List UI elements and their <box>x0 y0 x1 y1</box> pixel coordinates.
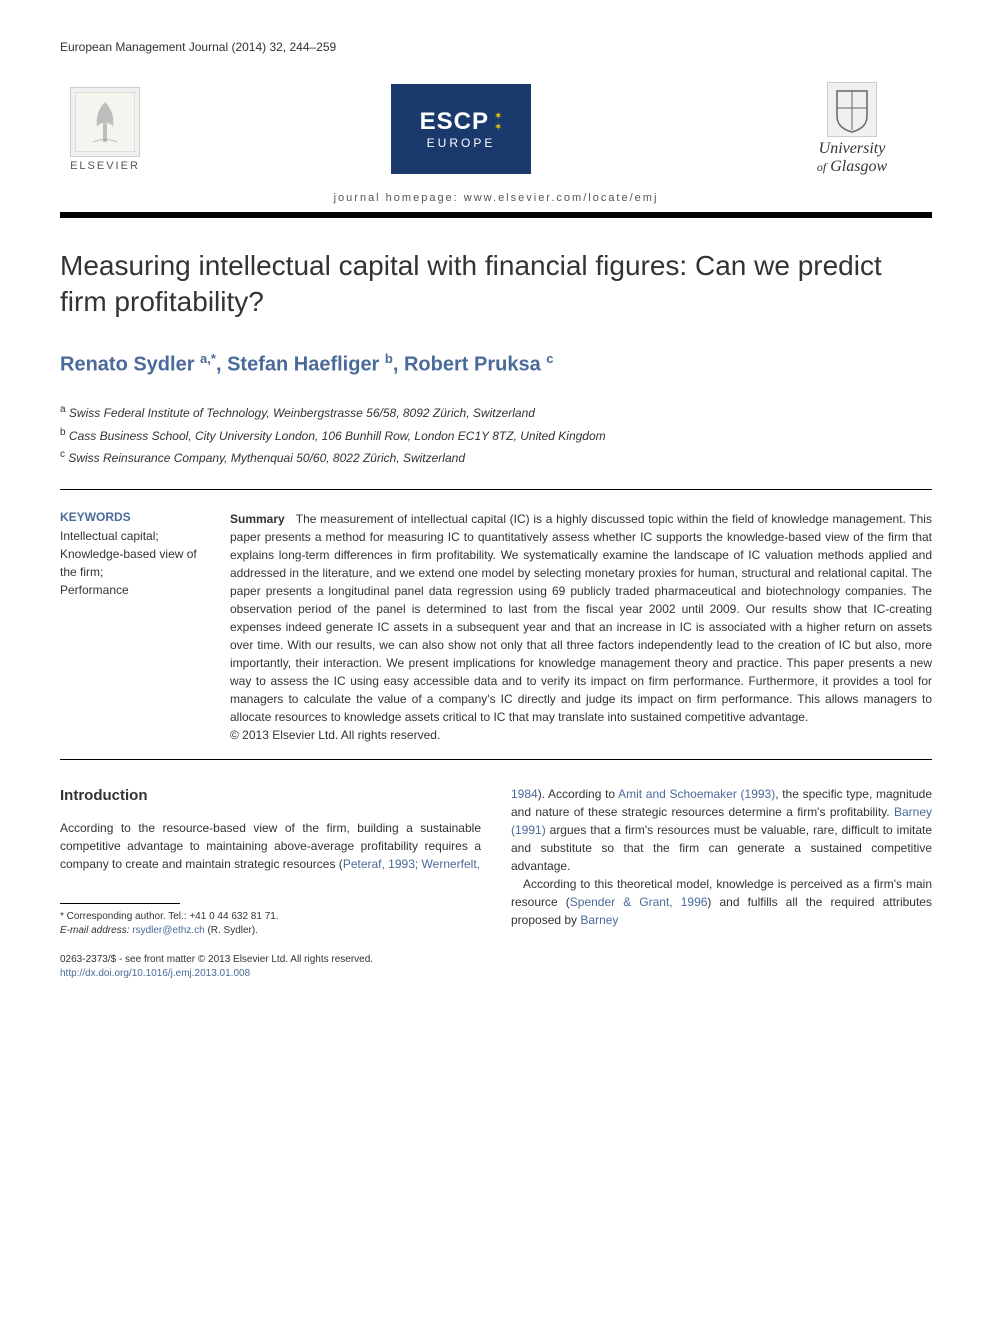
escp-main-text: ESCP <box>420 108 489 136</box>
footer-info: 0263-2373/$ - see front matter © 2013 El… <box>60 953 932 981</box>
escp-stars-icon: ✶✶ <box>494 111 502 133</box>
summary-label: Summary <box>230 512 285 526</box>
author-1: Renato Sydler <box>60 353 194 375</box>
citation-barney[interactable]: Barney <box>580 913 618 927</box>
authors-line: Renato Sydler a,*, Stefan Haefliger b, R… <box>60 351 932 377</box>
intro-para-right-1: 1984). According to Amit and Schoemaker … <box>511 785 932 875</box>
journal-citation: European Management Journal (2014) 32, 2… <box>60 40 932 54</box>
author-1-sup: a,* <box>200 351 216 366</box>
elsevier-tree-icon <box>70 87 140 157</box>
footnote-divider <box>60 903 180 904</box>
affiliation-a: a Swiss Federal Institute of Technology,… <box>60 401 932 423</box>
keywords-list: Intellectual capital; Knowledge-based vi… <box>60 527 200 599</box>
journal-homepage: journal homepage: www.elsevier.com/locat… <box>60 192 932 204</box>
intro-para-right-2: According to this theoretical model, kno… <box>511 875 932 929</box>
doi-link[interactable]: http://dx.doi.org/10.1016/j.emj.2013.01.… <box>60 968 250 979</box>
logos-row: ELSEVIER ESCP ✶✶ EUROPE University of Gl… <box>60 69 932 184</box>
glasgow-crest-icon <box>827 82 877 137</box>
summary-copyright: © 2013 Elsevier Ltd. All rights reserved… <box>230 728 440 742</box>
left-column: Introduction According to the resource-b… <box>60 785 481 939</box>
summary-text: The measurement of intellectual capital … <box>230 512 932 724</box>
affiliations-block: a Swiss Federal Institute of Technology,… <box>60 401 932 468</box>
summary-column: Summary The measurement of intellectual … <box>230 510 932 744</box>
abstract-section: KEYWORDS Intellectual capital; Knowledge… <box>60 510 932 744</box>
citation-amit-schoemaker[interactable]: Amit and Schoemaker (1993) <box>618 787 775 801</box>
citation-peteraf[interactable]: Peteraf, 1993; Wernerfelt, <box>343 857 480 871</box>
citation-spender-grant[interactable]: Spender & Grant, 1996 <box>570 895 708 909</box>
author-2: Stefan Haefliger <box>227 353 379 375</box>
introduction-heading: Introduction <box>60 785 481 808</box>
intro-para-left: According to the resource-based view of … <box>60 819 481 873</box>
affiliation-b: b Cass Business School, City University … <box>60 424 932 446</box>
escp-logo: ESCP ✶✶ EUROPE <box>391 84 531 174</box>
elsevier-text: ELSEVIER <box>70 160 140 172</box>
issn-line: 0263-2373/$ - see front matter © 2013 El… <box>60 953 932 967</box>
author-3-sup: c <box>546 351 553 366</box>
header-divider <box>60 212 932 218</box>
right-column: 1984). According to Amit and Schoemaker … <box>511 785 932 939</box>
email-link[interactable]: rsydler@ethz.ch <box>132 925 204 936</box>
affiliation-c: c Swiss Reinsurance Company, Mythenquai … <box>60 446 932 468</box>
glasgow-text: University of Glasgow <box>772 140 932 176</box>
author-2-sup: b <box>385 351 393 366</box>
elsevier-logo: ELSEVIER <box>60 79 150 179</box>
affil-divider <box>60 489 932 490</box>
glasgow-logo: University of Glasgow <box>772 82 932 176</box>
escp-sub-text: EUROPE <box>427 136 496 150</box>
keywords-column: KEYWORDS Intellectual capital; Knowledge… <box>60 510 200 744</box>
citation-wernerfelt-1984[interactable]: 1984 <box>511 787 538 801</box>
corresponding-author-footnote: * Corresponding author. Tel.: +41 0 44 6… <box>60 910 481 938</box>
keywords-heading: KEYWORDS <box>60 510 200 524</box>
body-columns: Introduction According to the resource-b… <box>60 785 932 939</box>
author-3: Robert Pruksa <box>404 353 541 375</box>
abstract-divider <box>60 759 932 760</box>
article-title: Measuring intellectual capital with fina… <box>60 248 932 321</box>
